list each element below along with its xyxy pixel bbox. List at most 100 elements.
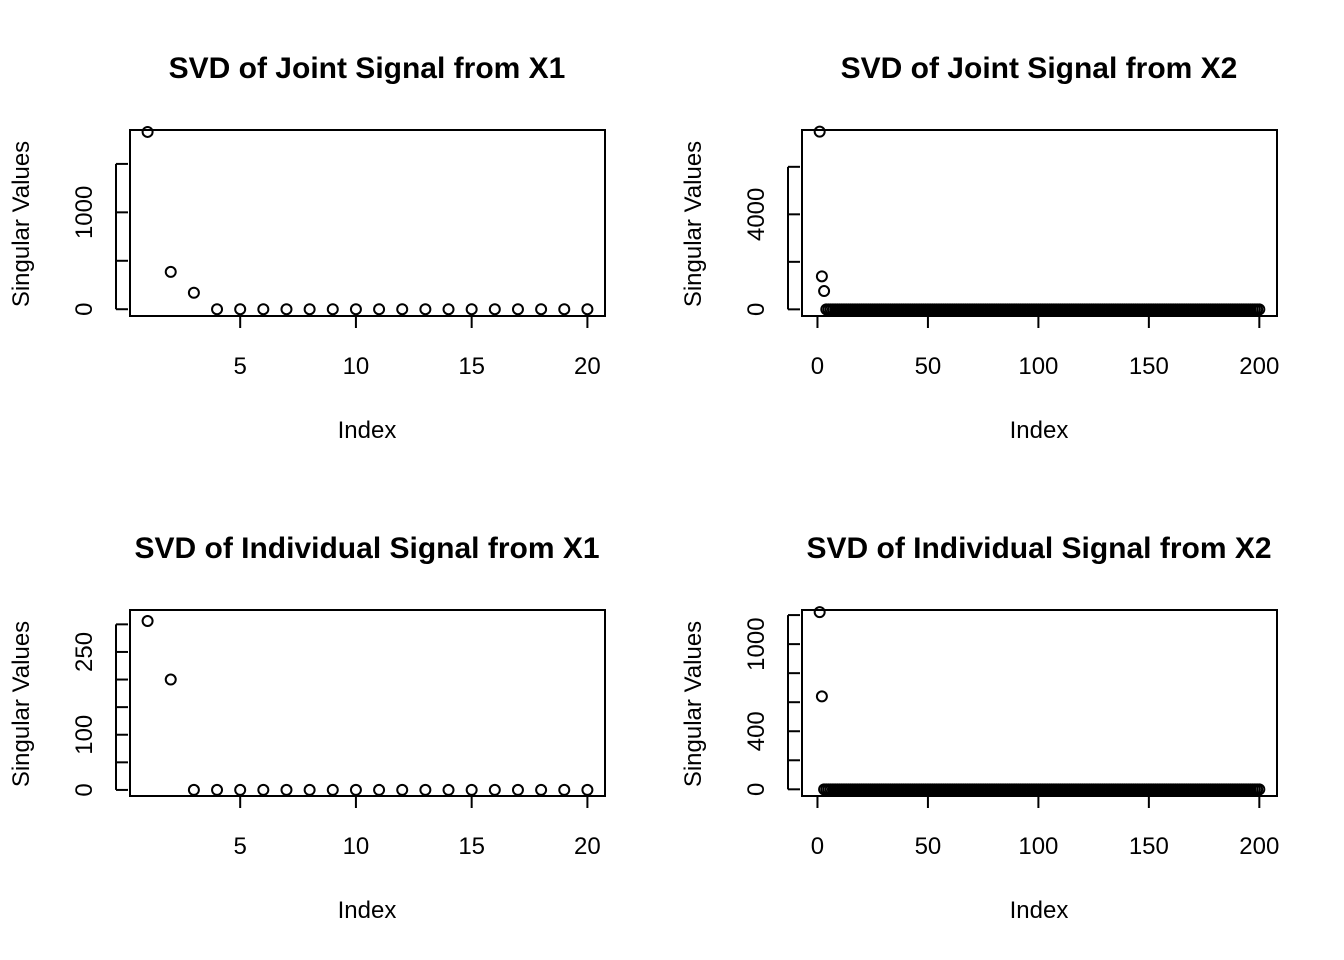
- y-tick-label: 1000: [71, 186, 98, 239]
- plot-title: SVD of Individual Signal from X2: [806, 532, 1271, 565]
- plot-title: SVD of Individual Signal from X1: [134, 532, 599, 565]
- plot-frame: [129, 129, 606, 317]
- x-tick-label: 100: [1018, 353, 1058, 380]
- y-axis-label: Singular Values: [680, 141, 707, 307]
- data-point: [488, 303, 501, 316]
- plot-title: SVD of Joint Signal from X1: [169, 52, 566, 85]
- plot-frame: [129, 609, 606, 797]
- x-tick-label: 5: [234, 353, 247, 380]
- data-point: [257, 783, 270, 796]
- x-tick-label: 150: [1129, 353, 1169, 380]
- x-tick-label: 0: [811, 353, 824, 380]
- x-tick-label: 100: [1018, 833, 1058, 860]
- x-tick-label: 20: [574, 353, 601, 380]
- data-point: [581, 303, 594, 316]
- data-point: [234, 303, 247, 316]
- data-point: [373, 303, 386, 316]
- data-point: [211, 783, 224, 796]
- y-tick-label: 0: [743, 303, 770, 316]
- data-point: [257, 303, 270, 316]
- y-tick-label: 1000: [743, 617, 770, 670]
- data-point: [373, 783, 386, 796]
- x-axis-label: Index: [338, 417, 397, 444]
- panel-individual-x1: SVD of Individual Signal from X1 Index S…: [8, 532, 606, 924]
- data-point: [813, 606, 826, 619]
- y-tick-label: 100: [71, 715, 98, 755]
- data-point: [1253, 303, 1266, 316]
- data-point: [211, 303, 224, 316]
- data-point: [818, 285, 831, 298]
- y-tick-label: 250: [71, 632, 98, 672]
- data-point: [442, 783, 455, 796]
- data-point: [419, 783, 432, 796]
- x-tick-label: 0: [811, 833, 824, 860]
- data-point: [815, 270, 828, 283]
- data-point: [511, 783, 524, 796]
- data-point: [442, 303, 455, 316]
- y-tick-label: 4000: [743, 188, 770, 241]
- data-point: [396, 303, 409, 316]
- data-point: [558, 783, 571, 796]
- x-tick-label: 50: [915, 833, 942, 860]
- data-point: [234, 783, 247, 796]
- data-point: [187, 286, 200, 299]
- data-point: [326, 303, 339, 316]
- data-point: [558, 303, 571, 316]
- panel-joint-x1: SVD of Joint Signal from X1 Index Singul…: [8, 52, 606, 444]
- data-point: [535, 783, 548, 796]
- data-point: [511, 303, 524, 316]
- data-point: [303, 303, 316, 316]
- x-axis-label: Index: [1010, 417, 1069, 444]
- data-point: [465, 783, 478, 796]
- plot-area: 5 10 15 20 0 100 250: [71, 615, 601, 860]
- x-tick-label: 50: [915, 353, 942, 380]
- plot-title: SVD of Joint Signal from X2: [841, 52, 1238, 85]
- x-tick-label: 200: [1239, 353, 1279, 380]
- data-point: [488, 783, 501, 796]
- data-point: [813, 125, 826, 138]
- data-point: [141, 615, 154, 628]
- data-point: [815, 690, 828, 703]
- x-axis-label: Index: [338, 897, 397, 924]
- data-point: [164, 673, 177, 686]
- plot-frame: [801, 129, 1278, 317]
- panel-individual-x2: SVD of Individual Signal from X2 Index S…: [680, 532, 1279, 924]
- x-tick-label: 10: [343, 353, 370, 380]
- data-point: [535, 303, 548, 316]
- data-point: [141, 125, 154, 138]
- x-tick-label: 5: [234, 833, 247, 860]
- data-point: [187, 783, 200, 796]
- y-tick-label: 0: [71, 303, 98, 316]
- x-tick-label: 20: [574, 833, 601, 860]
- x-tick-label: 15: [458, 833, 485, 860]
- data-point: [164, 265, 177, 278]
- y-tick-label: 0: [743, 783, 770, 796]
- y-tick-label: 0: [71, 783, 98, 796]
- plot-area: 0 50 100 150 200 0 4000: [743, 125, 1279, 380]
- panel-joint-x2: SVD of Joint Signal from X2 Index Singul…: [680, 52, 1279, 444]
- data-point: [280, 783, 293, 796]
- y-axis-label: Singular Values: [8, 141, 35, 307]
- x-tick-label: 200: [1239, 833, 1279, 860]
- data-point: [303, 783, 316, 796]
- data-point: [349, 783, 362, 796]
- data-point: [1253, 783, 1266, 796]
- x-tick-label: 10: [343, 833, 370, 860]
- data-point: [465, 303, 478, 316]
- y-axis-label: Singular Values: [680, 621, 707, 787]
- plot-area: 5 10 15 20 0 1000: [71, 125, 601, 380]
- data-point: [396, 783, 409, 796]
- data-point: [326, 783, 339, 796]
- y-axis-label: Singular Values: [8, 621, 35, 787]
- plot-area: 0 50 100 150 200 0 400 1000: [743, 606, 1279, 860]
- data-point: [419, 303, 432, 316]
- x-tick-label: 150: [1129, 833, 1169, 860]
- data-point: [280, 303, 293, 316]
- y-tick-label: 400: [743, 711, 770, 751]
- x-tick-label: 15: [458, 353, 485, 380]
- plot-frame: [801, 609, 1278, 797]
- data-point: [349, 303, 362, 316]
- x-axis-label: Index: [1010, 897, 1069, 924]
- data-point: [581, 783, 594, 796]
